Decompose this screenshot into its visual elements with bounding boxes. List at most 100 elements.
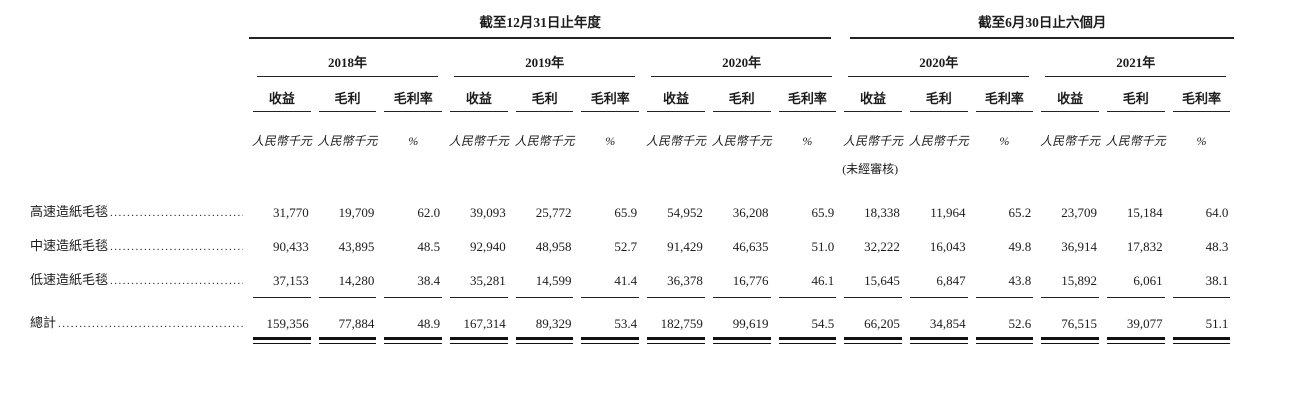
cell-value: 91,429 (667, 238, 703, 254)
cell-value: 25,772 (535, 204, 572, 220)
subtotal-rule (1041, 292, 1099, 298)
cell-value: 23,709 (1061, 204, 1097, 220)
total-value: 54.5 (811, 315, 835, 331)
total-double-rule (384, 336, 443, 344)
total-value: 48.9 (417, 315, 441, 331)
col-header-gross-margin: 毛利率 (778, 92, 837, 112)
col-header-gross-margin: 毛利率 (975, 92, 1034, 112)
total-double-rule (778, 336, 837, 344)
cell-value: 14,280 (338, 272, 375, 288)
year-2021-interim-cell: 2021年 (1037, 39, 1234, 77)
cell-value: 38.4 (417, 272, 441, 288)
empty-cell (30, 12, 249, 39)
cell-value: 37,153 (272, 272, 309, 288)
cell-value: 48.5 (417, 238, 441, 254)
subtotal-rule (384, 292, 443, 298)
col-header-revenue: 收益 (1041, 92, 1099, 112)
col-header-revenue: 收益 (844, 92, 902, 112)
subtotal-rule (647, 292, 705, 298)
total-double-rule (844, 336, 902, 344)
table-row-high-speed: 高速造紙毛毯 31,770 19,709 62.0 39,093 25,772 … (30, 175, 1234, 219)
empty-cell (1037, 147, 1234, 175)
total-double-rule-row (30, 336, 1234, 344)
cell-value: 16,043 (929, 238, 966, 254)
cell-value: 48,958 (535, 238, 572, 254)
total-double-rule (450, 336, 508, 344)
cell-value: 36,914 (1061, 238, 1097, 254)
total-double-rule (975, 336, 1034, 344)
cell-value: 6,061 (1133, 272, 1163, 288)
total-double-rule (909, 336, 968, 344)
total-value: 182,759 (660, 315, 703, 331)
subtotal-rule-row (30, 287, 1234, 298)
table-row-medium-speed: 中速造紙毛毯 90,433 43,895 48.5 92,940 48,958 … (30, 219, 1234, 253)
annual-period-group-title: 截至12月31日止年度 (249, 16, 832, 39)
unaudited-note-row: (未經審核) (30, 147, 1234, 175)
row-label: 低速造紙毛毯 (30, 272, 109, 287)
subtotal-rule (253, 292, 311, 298)
cell-value: 19,709 (338, 204, 375, 220)
total-value: 99,619 (732, 315, 769, 331)
total-double-rule (253, 336, 311, 344)
col-header-gross-profit: 毛利 (1106, 92, 1165, 112)
empty-cell (30, 77, 249, 112)
cell-value: 46,635 (732, 238, 769, 254)
cell-value: 36,378 (667, 272, 703, 288)
unit-rmb-thousand: 人民幣千元 (1105, 133, 1166, 148)
year-2019-label: 2019年 (454, 56, 636, 77)
total-value: 77,884 (338, 315, 375, 331)
cell-value: 38.1 (1205, 272, 1229, 288)
unit-rmb-thousand: 人民幣千元 (711, 133, 772, 148)
subtotal-rule (844, 292, 902, 298)
year-2018-label: 2018年 (257, 56, 439, 77)
col-header-gross-profit: 毛利 (318, 92, 377, 112)
cell-value: 48.3 (1205, 238, 1229, 254)
annual-period-group-cell: 截至12月31日止年度 (249, 12, 840, 39)
total-value: 39,077 (1126, 315, 1163, 331)
cell-value: 46.1 (811, 272, 835, 288)
cell-value: 52.7 (614, 238, 638, 254)
unit-rmb-thousand: 人民幣千元 (317, 133, 378, 148)
subtotal-rule (450, 292, 508, 298)
unit-rmb-thousand: 人民幣千元 (843, 133, 904, 148)
total-value: 159,356 (266, 315, 309, 331)
unit-percent: % (999, 133, 1010, 148)
metric-header-row: 收益 毛利 毛利率 收益 毛利 毛利率 收益 毛利 毛利率 收益 毛利 毛利率 … (30, 77, 1234, 112)
empty-cell (30, 147, 249, 175)
empty-cell (30, 287, 249, 298)
subtotal-rule (909, 292, 968, 298)
unaudited-note: (未經審核) (842, 161, 899, 176)
cell-value: 16,776 (732, 272, 769, 288)
subtotal-rule (712, 292, 771, 298)
unit-rmb-thousand: 人民幣千元 (908, 133, 969, 148)
cell-value: 36,208 (732, 204, 769, 220)
cell-value: 49.8 (1008, 238, 1032, 254)
segment-revenue-gross-profit-table: 截至12月31日止年度 截至6月30日止六個月 2018年 2019年 2020… (30, 12, 1235, 344)
unaudited-note-cell: (未經審核) (840, 147, 1037, 175)
year-2020-interim-cell: 2020年 (840, 39, 1037, 77)
dot-leader (110, 276, 243, 287)
cell-value: 15,892 (1061, 272, 1097, 288)
cell-value: 35,281 (470, 272, 506, 288)
cell-value: 54,952 (667, 204, 703, 220)
interim-period-group-title: 截至6月30日止六個月 (850, 16, 1235, 39)
subtotal-rule (318, 292, 377, 298)
unit-rmb-thousand: 人民幣千元 (514, 133, 575, 148)
cell-value: 65.9 (614, 204, 638, 220)
cell-value: 65.2 (1008, 204, 1032, 220)
cell-value: 64.0 (1205, 204, 1229, 220)
year-2019-cell: 2019年 (446, 39, 643, 77)
unit-percent: % (408, 133, 419, 148)
total-double-rule (647, 336, 705, 344)
unit-percent: % (1196, 133, 1207, 148)
cell-value: 14,599 (535, 272, 572, 288)
dot-leader (58, 319, 243, 330)
cell-value: 51.0 (811, 238, 835, 254)
dot-leader (110, 242, 243, 253)
unit-percent: % (802, 133, 813, 148)
cell-value: 31,770 (272, 204, 309, 220)
empty-cell (30, 337, 249, 344)
empty-cell (30, 39, 249, 77)
cell-value: 17,832 (1126, 238, 1163, 254)
